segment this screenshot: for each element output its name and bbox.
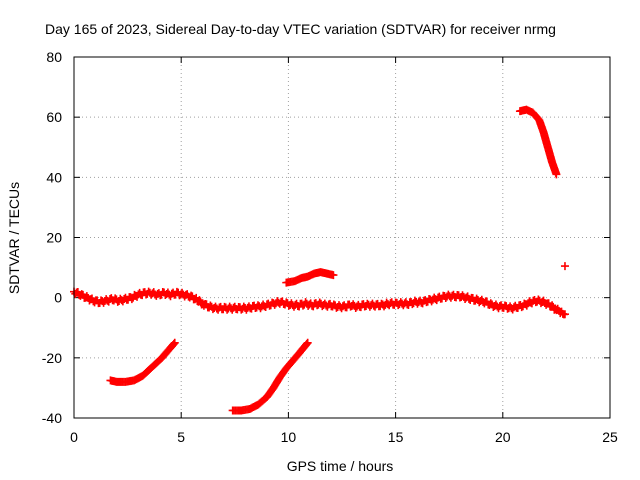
data-point-arc-2 xyxy=(303,338,312,347)
data-point-arc-4 xyxy=(552,170,561,179)
data-point-main xyxy=(560,310,569,319)
y-axis-label: SDTVAR / TECUs xyxy=(6,182,22,294)
y-tick-label: 0 xyxy=(54,290,62,306)
y-tick-label: -40 xyxy=(42,410,62,426)
x-tick-label: 20 xyxy=(495,429,511,445)
x-tick-label: 0 xyxy=(70,429,78,445)
data-point-arc-1 xyxy=(169,339,178,348)
data-points xyxy=(70,105,569,415)
plot-frame xyxy=(73,56,611,419)
x-tick-label: 10 xyxy=(281,429,297,445)
x-axis-label: GPS time / hours xyxy=(287,458,394,474)
x-tick-label: 5 xyxy=(177,429,185,445)
y-tick-label: -20 xyxy=(42,350,62,366)
tick-labels: 0 5 10 15 20 25 -40 -20 0 20 40 60 80 xyxy=(42,49,618,445)
y-tick-label: 80 xyxy=(46,49,62,65)
data-point-main xyxy=(195,296,204,305)
data-point-arc-1 xyxy=(170,338,179,347)
data-point-arc-3 xyxy=(329,271,338,280)
grid xyxy=(74,57,610,418)
chart-title: Day 165 of 2023, Sidereal Day-to-day VTE… xyxy=(45,21,556,37)
data-point-arc-2 xyxy=(302,339,311,348)
data-point-isolated xyxy=(560,262,569,271)
x-tick-label: 15 xyxy=(388,429,404,445)
y-tick-label: 40 xyxy=(46,169,62,185)
y-tick-label: 60 xyxy=(46,109,62,125)
y-tick-label: 20 xyxy=(46,230,62,246)
x-tick-label: 25 xyxy=(602,429,618,445)
